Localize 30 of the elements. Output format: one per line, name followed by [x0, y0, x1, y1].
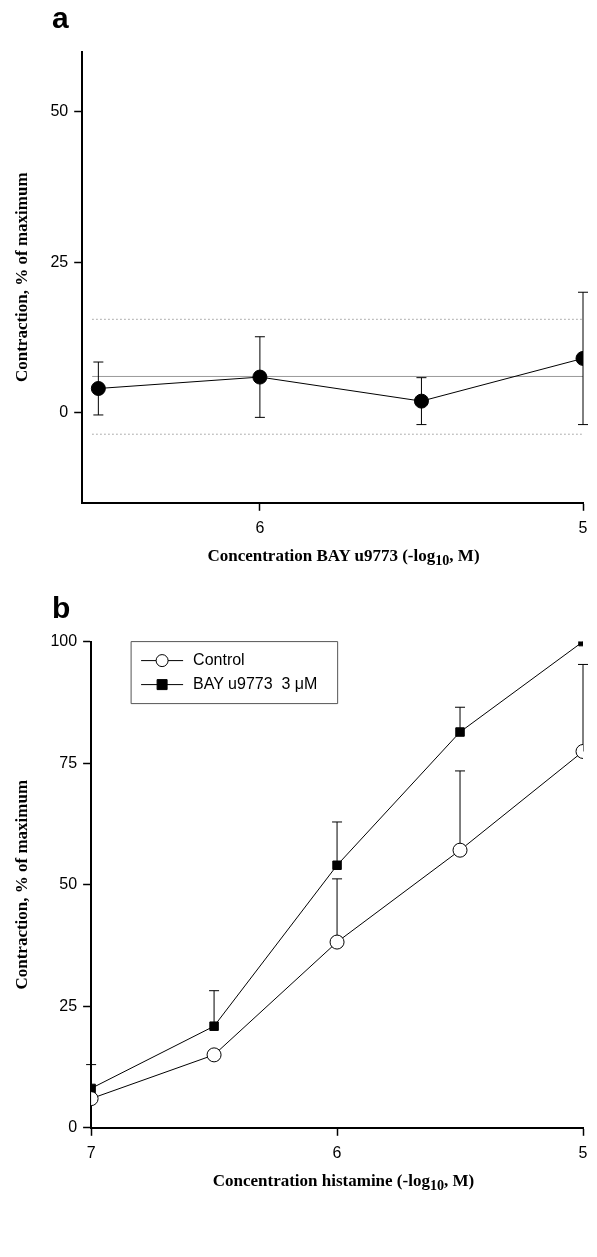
- point: [206, 1047, 222, 1063]
- point: [209, 1021, 219, 1031]
- x-tick-label: 6: [332, 1143, 342, 1161]
- y-axis-title: Contraction, % of maximum: [11, 779, 31, 990]
- point: [252, 369, 268, 385]
- x-tick-label: 7: [86, 1143, 96, 1161]
- x-tick-label: 5: [578, 1143, 588, 1161]
- x-tick-label: 6: [255, 518, 265, 536]
- point: [329, 934, 345, 950]
- point: [455, 727, 465, 737]
- point: [452, 842, 468, 858]
- y-tick-label: 50: [59, 875, 78, 893]
- point: [90, 381, 106, 396]
- y-tick-label: 0: [59, 402, 69, 420]
- y-tick-label: 75: [59, 753, 78, 771]
- y-tick-label: 50: [50, 102, 69, 120]
- legend-label: Control: [193, 651, 245, 669]
- y-tick-label: 25: [50, 252, 69, 270]
- x-tick-label: 5: [578, 518, 588, 536]
- point: [332, 860, 342, 870]
- y-tick-label: 25: [59, 996, 78, 1014]
- point: [413, 393, 429, 409]
- x-axis-title: Concentration BAY u9773 (-log$_{10}$, M): [206, 546, 481, 571]
- y-axis-title: Contraction, % of maximum: [11, 172, 31, 383]
- chart-title: a: [51, 0, 70, 36]
- x-axis-title: Concentration histamine (-log$_{10}$, M): [211, 1171, 476, 1196]
- chart-title: b: [51, 590, 72, 626]
- y-tick-label: 0: [68, 1118, 78, 1136]
- legend-label: BAY u9773 3 μM: [193, 675, 318, 693]
- y-tick-label: 100: [50, 632, 78, 650]
